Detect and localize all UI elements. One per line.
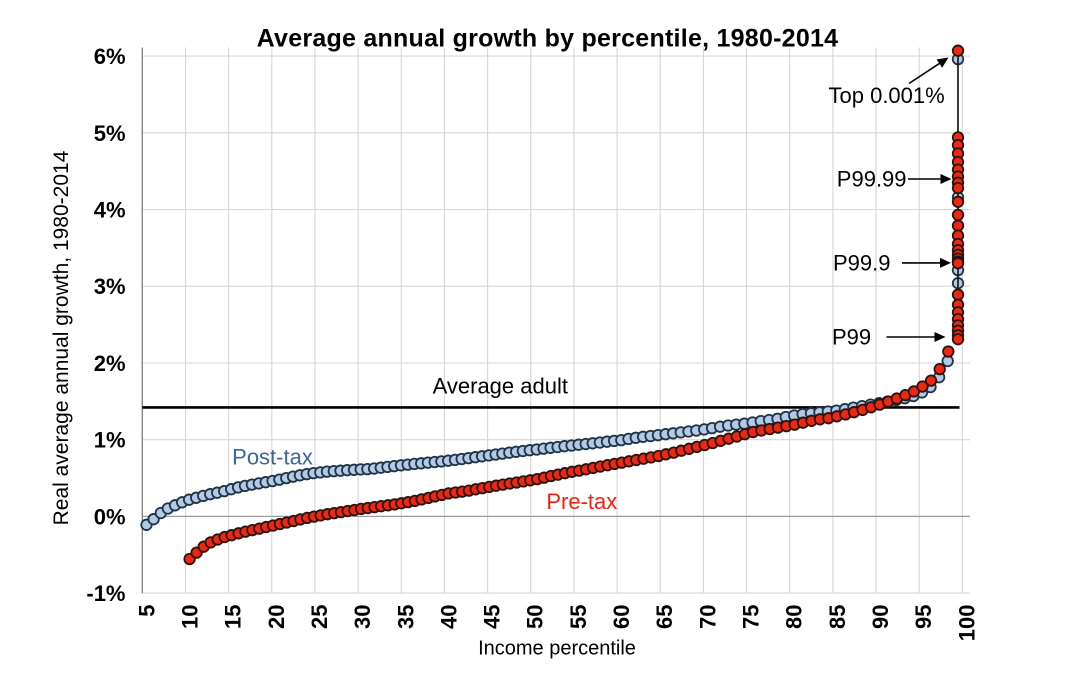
svg-text:75: 75 <box>739 605 764 629</box>
svg-text:P99.9: P99.9 <box>833 251 891 276</box>
svg-text:100: 100 <box>954 605 979 642</box>
svg-text:20: 20 <box>264 605 289 629</box>
svg-text:25: 25 <box>307 605 332 629</box>
svg-text:55: 55 <box>566 605 591 629</box>
svg-text:Post-tax: Post-tax <box>232 444 313 469</box>
svg-text:Average adult: Average adult <box>433 374 568 399</box>
svg-text:40: 40 <box>436 605 461 629</box>
svg-text:95: 95 <box>911 605 936 629</box>
svg-text:90: 90 <box>868 605 893 629</box>
svg-text:Average annual growth by perce: Average annual growth by percentile, 198… <box>257 25 839 53</box>
svg-text:Pre-tax: Pre-tax <box>546 489 617 514</box>
svg-text:85: 85 <box>825 605 850 629</box>
svg-text:45: 45 <box>480 605 505 629</box>
svg-text:50: 50 <box>523 605 548 629</box>
svg-text:1%: 1% <box>94 428 126 453</box>
svg-text:10: 10 <box>178 605 203 629</box>
svg-text:2%: 2% <box>94 351 126 376</box>
svg-text:60: 60 <box>609 605 634 629</box>
svg-text:P99: P99 <box>832 325 871 350</box>
svg-text:-1%: -1% <box>86 581 125 606</box>
svg-text:5: 5 <box>134 605 159 617</box>
svg-text:4%: 4% <box>94 198 126 223</box>
svg-text:15: 15 <box>221 605 246 629</box>
svg-text:70: 70 <box>695 605 720 629</box>
svg-text:5%: 5% <box>94 121 126 146</box>
svg-text:Real average annual growth, 19: Real average annual growth, 1980-2014 <box>50 150 73 525</box>
svg-text:Top 0.001%: Top 0.001% <box>829 83 945 108</box>
svg-text:0%: 0% <box>94 504 126 529</box>
svg-text:65: 65 <box>652 605 677 629</box>
svg-text:35: 35 <box>393 605 418 629</box>
svg-text:30: 30 <box>350 605 375 629</box>
svg-text:80: 80 <box>782 605 807 629</box>
svg-text:6%: 6% <box>94 44 126 69</box>
svg-text:3%: 3% <box>94 274 126 299</box>
svg-text:P99.99: P99.99 <box>837 167 907 192</box>
svg-text:Income percentile: Income percentile <box>478 637 636 659</box>
